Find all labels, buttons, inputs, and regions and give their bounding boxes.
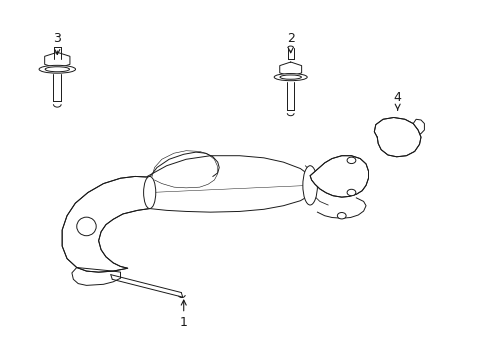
Text: 4: 4	[393, 91, 401, 110]
Ellipse shape	[346, 157, 355, 163]
Ellipse shape	[274, 73, 306, 81]
Text: 1: 1	[180, 300, 187, 329]
Text: 2: 2	[286, 32, 294, 53]
Ellipse shape	[143, 176, 156, 208]
Ellipse shape	[39, 65, 75, 73]
Ellipse shape	[45, 67, 69, 72]
Text: 3: 3	[53, 32, 61, 54]
Ellipse shape	[77, 217, 96, 236]
Polygon shape	[309, 156, 368, 197]
Ellipse shape	[337, 212, 346, 219]
Ellipse shape	[346, 189, 355, 196]
Ellipse shape	[302, 166, 317, 205]
Ellipse shape	[280, 75, 301, 79]
Polygon shape	[62, 176, 149, 272]
Polygon shape	[373, 117, 420, 157]
